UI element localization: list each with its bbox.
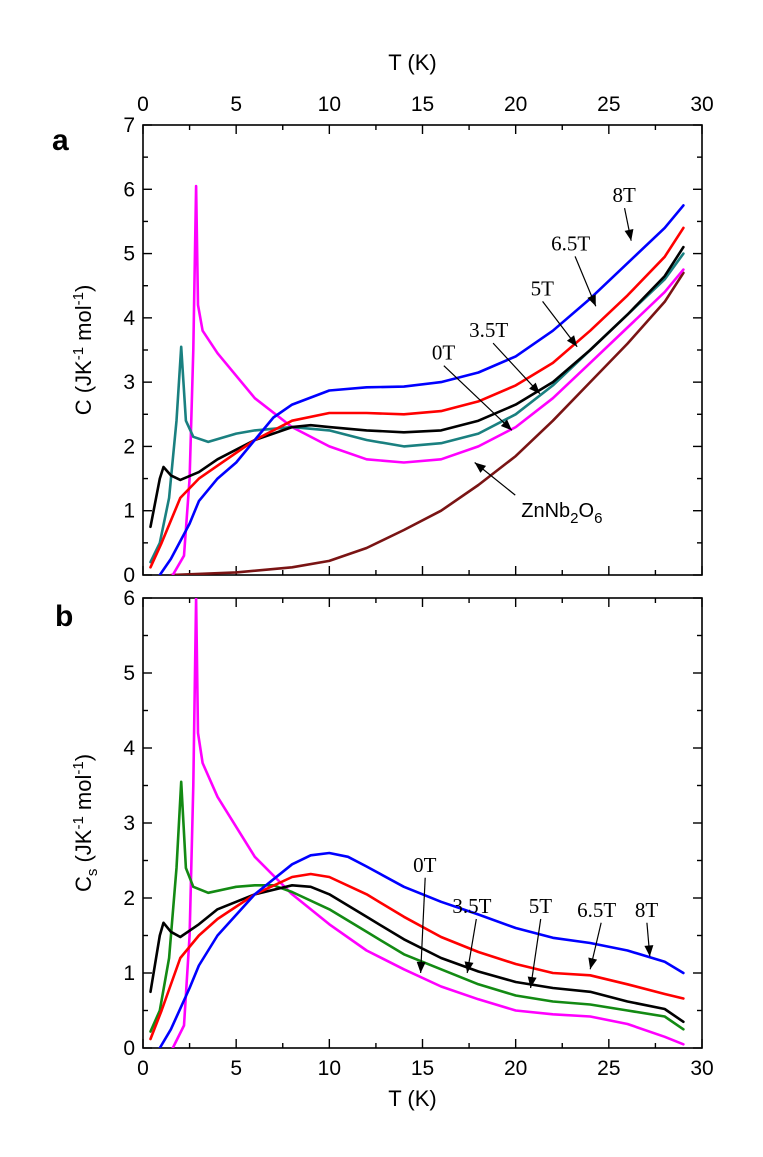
series-line-5t	[149, 884, 685, 1024]
x-axis-title: T (K)	[388, 1086, 436, 1111]
y-axis-title-part: -1	[70, 347, 87, 360]
annotation-arrowhead	[500, 419, 512, 431]
formula-sub: 6	[594, 510, 602, 527]
y-axis-title: C (JK-1 mol-1)	[70, 285, 96, 416]
annotation-label-6p5t: 6.5T	[577, 898, 616, 922]
annotation-arrowhead	[566, 335, 578, 347]
series-line-5t	[149, 245, 685, 529]
formula-part: O	[579, 500, 595, 522]
y-axis-title-part: )	[71, 754, 96, 761]
formula-sub: 2	[570, 510, 578, 527]
annotation-arrow	[443, 365, 513, 431]
y-tick-label: 7	[123, 114, 135, 137]
annotation-arrow	[529, 918, 542, 989]
x-tick-label: 0	[137, 1057, 149, 1080]
y-tick-label: 6	[123, 587, 135, 610]
x-tick-label: 20	[504, 1057, 527, 1080]
series-line-3p5t	[149, 252, 685, 564]
y-tick-label: 5	[123, 662, 135, 685]
y-axis-title-part: C	[71, 876, 96, 892]
annotation-arrowhead	[587, 294, 596, 307]
y-tick-label: 1	[123, 500, 135, 523]
annotation-label-5t: 5T	[529, 894, 553, 918]
y-axis-title-part: mol	[71, 775, 96, 817]
annotation-label-8t: 8T	[635, 898, 659, 922]
y-axis-title-part: C	[71, 399, 96, 415]
y-tick-label: 4	[123, 737, 135, 760]
y-axis-title-part: (JK	[71, 829, 96, 868]
annotation-arrowhead	[644, 945, 654, 957]
annotation-arrow	[492, 342, 541, 395]
annotation-label-3p5t: 3.5T	[452, 894, 491, 918]
annotation-label-3p5t: 3.5T	[469, 318, 508, 342]
y-axis-title-part: s	[84, 869, 101, 877]
annotation-arrowhead	[416, 961, 426, 973]
x-tick-label-top: 5	[230, 93, 242, 116]
plot-frame	[142, 597, 703, 1049]
y-tick-label: 1	[123, 962, 135, 985]
y-axis-title-part: -1	[70, 816, 87, 829]
series-line-0t	[171, 598, 685, 1048]
x-tick-label: 10	[318, 1057, 341, 1080]
series-line-6p5t	[149, 226, 685, 569]
y-axis-title: Cs (JK-1 mol-1)	[70, 754, 101, 892]
annotation-label-0t: 0T	[432, 341, 456, 365]
annotation-label-5t: 5T	[531, 276, 555, 300]
y-tick-label: 3	[123, 812, 135, 835]
x-tick-label: 5	[230, 1057, 242, 1080]
y-axis-title-part: mol	[71, 305, 96, 347]
series-line-6p5t	[149, 872, 685, 1041]
y-tick-label: 0	[123, 564, 135, 587]
y-axis-title-part: -1	[70, 761, 87, 774]
annotation-label-8t: 8T	[613, 183, 637, 207]
annotation-arrowhead	[527, 976, 537, 988]
y-tick-label: 6	[123, 178, 135, 201]
x-tick-label-top: 0	[137, 93, 149, 116]
series-line-8t	[158, 851, 685, 1048]
y-axis-title-part: (JK	[71, 360, 96, 399]
annotation-arrowhead	[529, 382, 540, 394]
annotation-arrow	[420, 877, 426, 974]
y-tick-label: 0	[123, 1037, 135, 1060]
y-tick-label: 4	[123, 307, 135, 330]
formula-part: ZnNb	[521, 500, 570, 522]
annotation-arrowhead	[624, 229, 634, 241]
series-line-3p5t	[149, 780, 685, 1033]
y-axis-title-part: )	[71, 285, 96, 292]
series-line-8t	[158, 204, 685, 575]
x-tick-label: 15	[411, 1057, 434, 1080]
annotation-arrowhead	[464, 961, 474, 973]
panel-letter: b	[55, 600, 73, 633]
series-line-0t	[171, 184, 685, 575]
x-tick-label-top: 15	[411, 93, 434, 116]
x-tick-label: 25	[597, 1057, 620, 1080]
y-tick-label: 2	[123, 435, 135, 458]
series-line-znnb2o6	[169, 271, 685, 575]
y-tick-label: 3	[123, 371, 135, 394]
annotation-label-znnb2o6: ZnNb2O6	[521, 500, 602, 527]
annotation-arrowhead	[474, 462, 487, 473]
x-tick-label-top: 20	[504, 93, 527, 116]
x-tick-label: 30	[690, 1057, 713, 1080]
y-tick-label: 2	[123, 887, 135, 910]
x-tick-label-top: 10	[318, 93, 341, 116]
annotation-label-6p5t: 6.5T	[551, 231, 590, 255]
annotation-arrowhead	[588, 957, 598, 970]
y-tick-label: 5	[123, 243, 135, 266]
y-axis-title-part: -1	[70, 292, 87, 305]
panel-letter: a	[52, 124, 69, 157]
annotation-label-0t: 0T	[413, 853, 437, 877]
x-tick-label-top: 30	[690, 93, 713, 116]
x-axis-title-top: T (K)	[388, 50, 436, 75]
x-tick-label-top: 25	[597, 93, 620, 116]
